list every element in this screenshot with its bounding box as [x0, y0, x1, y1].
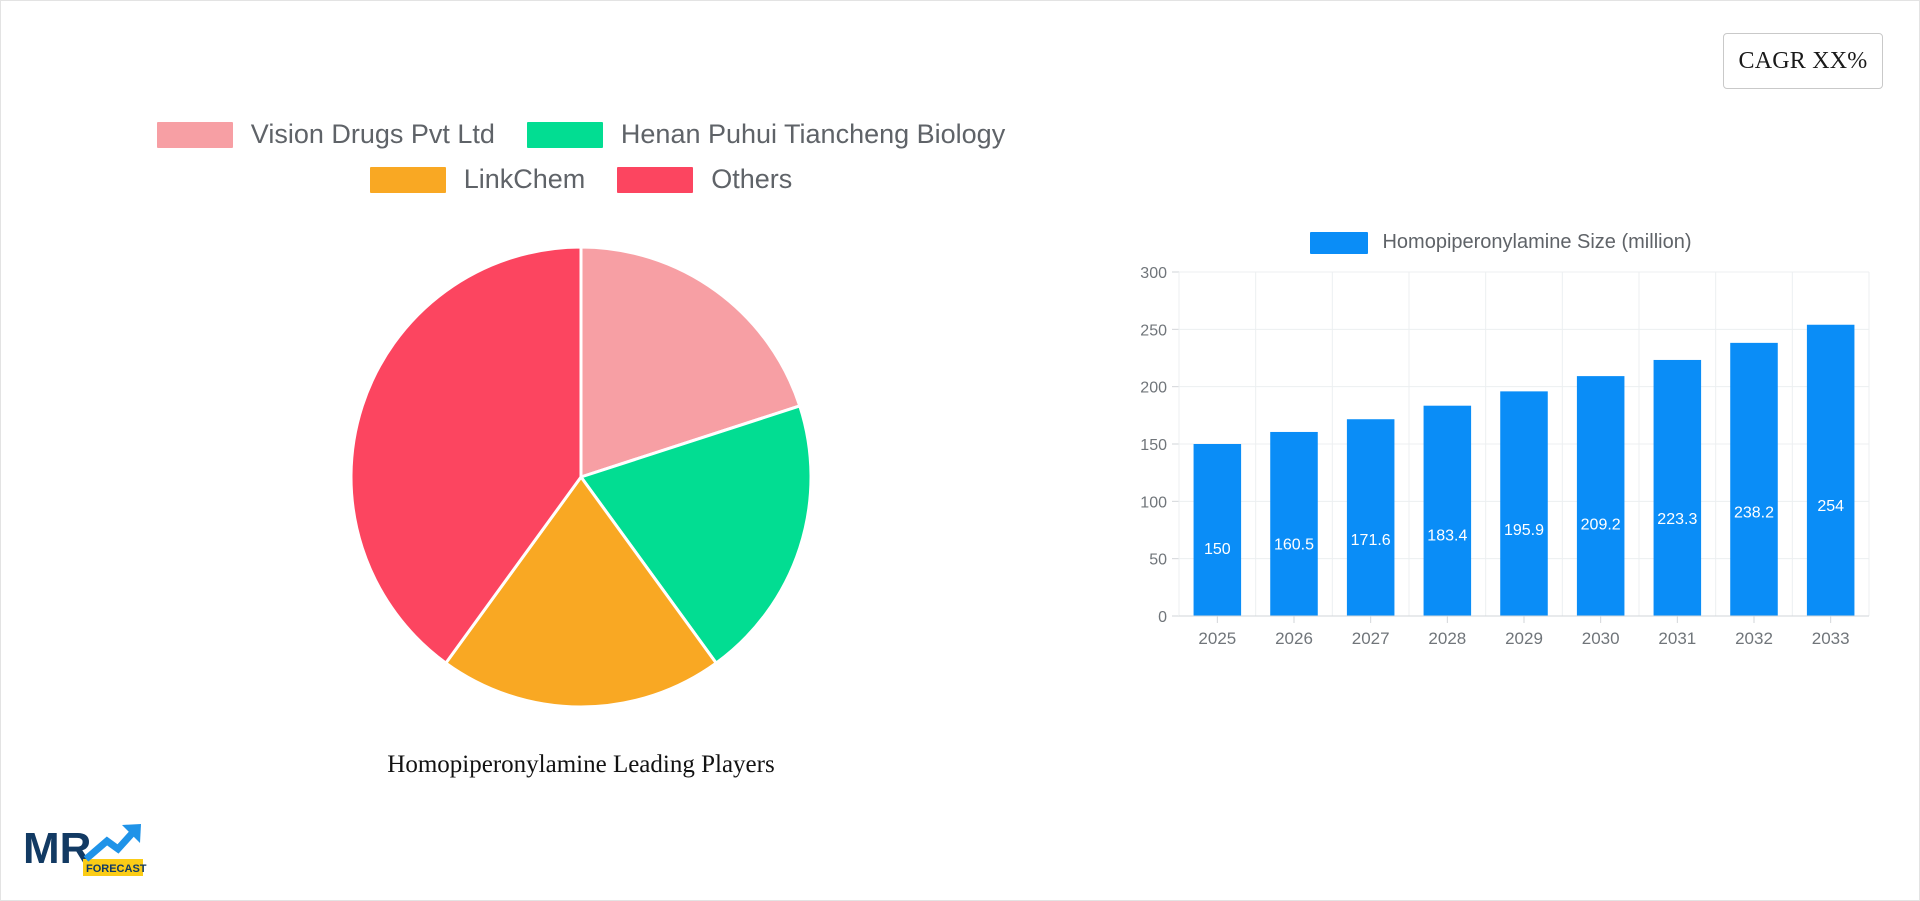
- bar-legend-label: Homopiperonylamine Size (million): [1382, 231, 1692, 253]
- y-axis-tick-label: 100: [1140, 494, 1167, 511]
- pie-legend-item-vision-drugs[interactable]: Vision Drugs Pvt Ltd: [156, 119, 495, 150]
- bar-value-label: 150: [1204, 541, 1231, 558]
- logo-mark-text: MR: [23, 824, 91, 873]
- pie-legend-row-1: Vision Drugs Pvt Ltd Henan Puhui Tianche…: [141, 119, 1021, 150]
- bar[interactable]: [1730, 342, 1778, 616]
- x-axis-tick-label: 2028: [1428, 629, 1466, 648]
- y-axis-tick-label: 150: [1140, 437, 1167, 454]
- pie-slice[interactable]: [578, 404, 813, 666]
- pie-chart-area: [1, 209, 1161, 749]
- pie-legend-row-2: LinkChem Others: [354, 164, 809, 195]
- bar[interactable]: [1346, 419, 1395, 616]
- pie-legend-item-others[interactable]: Others: [617, 164, 792, 195]
- pie-legend-label: Others: [711, 164, 793, 194]
- y-axis-tick-label: 250: [1140, 322, 1167, 339]
- legend-swatch-icon: [156, 121, 233, 148]
- logo-badge-text: FORECAST: [86, 863, 147, 875]
- legend-swatch-icon: [526, 121, 603, 148]
- legend-swatch-icon: [617, 166, 694, 193]
- pie-slice[interactable]: [579, 245, 802, 480]
- bar-value-label: 183.4: [1427, 527, 1467, 544]
- pie-chart-panel: Vision Drugs Pvt Ltd Henan Puhui Tianche…: [1, 101, 1161, 821]
- x-axis-tick-label: 2029: [1505, 629, 1543, 648]
- legend-swatch-icon: [369, 166, 446, 193]
- mr-forecast-logo: MR FORECAST: [23, 824, 147, 876]
- pie-legend-label: Vision Drugs Pvt Ltd: [250, 119, 495, 149]
- pie-slice[interactable]: [349, 245, 583, 666]
- bar[interactable]: [1653, 359, 1702, 616]
- x-axis-tick-label: 2026: [1275, 629, 1313, 648]
- pie-legend-item-linkchem[interactable]: LinkChem: [369, 164, 586, 195]
- y-axis-tick-label: 0: [1158, 609, 1167, 626]
- pie-legend-label: Henan Puhui Tiancheng Biology: [620, 119, 1006, 149]
- bar[interactable]: [1423, 405, 1472, 616]
- bar-value-label: 223.3: [1657, 511, 1697, 528]
- bar-legend-item-size[interactable]: Homopiperonylamine Size (million): [1310, 231, 1692, 254]
- bar[interactable]: [1500, 391, 1548, 616]
- cagr-badge: CAGR XX%: [1723, 33, 1883, 89]
- bar-value-label: 254: [1817, 498, 1844, 515]
- pie-chart-svg[interactable]: [301, 217, 861, 737]
- x-axis-tick-label: 2025: [1198, 629, 1236, 648]
- cagr-badge-label: CAGR XX%: [1738, 47, 1868, 74]
- y-axis-tick-label: 200: [1140, 380, 1167, 397]
- legend-swatch-icon: [1310, 231, 1369, 254]
- pie-legend-label: LinkChem: [463, 164, 586, 194]
- trend-arrow-icon: [83, 826, 139, 862]
- logo-badge-shape: [83, 859, 143, 876]
- bar-value-label: 160.5: [1274, 537, 1314, 554]
- x-axis-tick-label: 2032: [1735, 629, 1773, 648]
- pie-legend: Vision Drugs Pvt Ltd Henan Puhui Tianche…: [1, 101, 1161, 209]
- x-axis-tick-label: 2033: [1812, 629, 1850, 648]
- bar[interactable]: [1270, 431, 1318, 616]
- bar-value-label: 238.2: [1734, 505, 1774, 522]
- y-axis-tick-label: 300: [1140, 265, 1167, 282]
- pie-legend-item-henan-puhui[interactable]: Henan Puhui Tiancheng Biology: [526, 119, 1006, 150]
- y-axis-tick-label: 50: [1149, 552, 1167, 569]
- x-axis-tick-label: 2031: [1658, 629, 1696, 648]
- bar[interactable]: [1576, 376, 1625, 616]
- bar[interactable]: [1193, 444, 1242, 616]
- x-axis-tick-label: 2030: [1582, 629, 1620, 648]
- trend-arrow-head-icon: [122, 824, 141, 843]
- bar-chart-svg[interactable]: 0 50 100 150 200 250 300 150 2025 160.5 2026 171.6 2…: [1121, 264, 1881, 664]
- pie-slice[interactable]: [443, 474, 719, 709]
- bar-value-label: 171.6: [1351, 532, 1391, 549]
- bar-chart-panel: Homopiperonylamine Size (million) 0 50 100…: [1121, 231, 1881, 691]
- bar-value-label: 209.2: [1581, 517, 1621, 534]
- pie-chart-title: Homopiperonylamine Leading Players: [387, 751, 775, 778]
- x-axis-tick-label: 2027: [1352, 629, 1390, 648]
- bar-value-label: 195.9: [1504, 522, 1544, 539]
- bar-legend: Homopiperonylamine Size (million): [1121, 231, 1881, 254]
- bar[interactable]: [1806, 324, 1855, 616]
